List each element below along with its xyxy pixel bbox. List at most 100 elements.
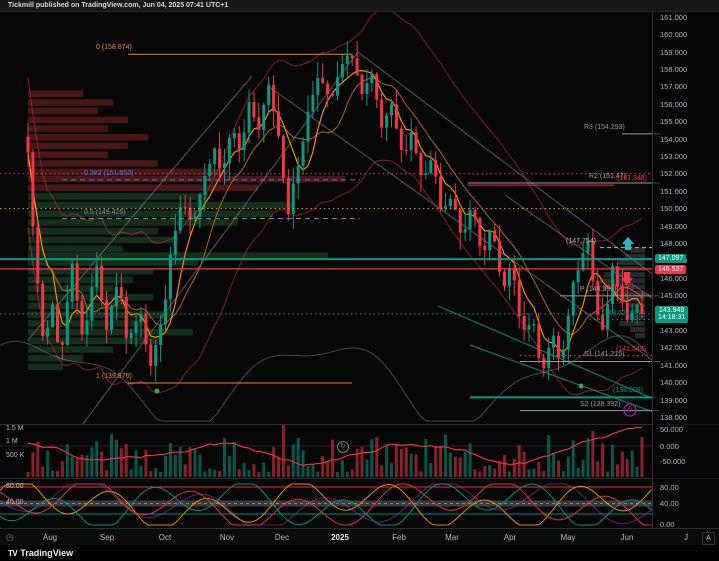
volume-bar (144, 450, 148, 477)
alert-up-arrow-icon (622, 237, 634, 250)
level-price-badge: 147.097 (655, 254, 687, 264)
volume-axis-tick: 0.000 (660, 442, 679, 451)
refresh-marker-icon[interactable] (337, 441, 349, 453)
time-axis-label: Nov (219, 533, 235, 542)
volume-bar (306, 466, 310, 477)
oscillator-line (0, 483, 652, 526)
volume-bar (41, 466, 45, 477)
trendline (82, 51, 359, 424)
volume-bar (537, 461, 541, 477)
volume-profile-bar (28, 311, 173, 318)
candle-body (267, 84, 271, 105)
price-tick: 142.000 (660, 343, 688, 353)
candle-body (55, 304, 59, 343)
candle-body (80, 300, 84, 335)
volume-bar (380, 465, 384, 477)
tradingview-logo-text[interactable]: TradingView (20, 548, 74, 558)
time-axis[interactable]: ◷ A Aug Sep Oct Nov Dec 2025 Feb Mar Apr May Jun J (0, 528, 719, 545)
volume-bar (188, 447, 192, 477)
candle-body (218, 148, 222, 169)
volume-profile-bar (28, 151, 108, 158)
volume-bar (586, 437, 590, 477)
candle-body (105, 300, 109, 330)
volume-bar (370, 439, 374, 477)
volume-bar (272, 446, 276, 477)
price-tick: 157.000 (660, 82, 688, 92)
candle-body (65, 301, 69, 345)
candle-body (380, 99, 384, 128)
candle-body (124, 296, 128, 338)
candle-body (640, 304, 644, 314)
candle-body (291, 183, 295, 215)
volume-profile-bar (28, 328, 193, 336)
time-axis-label: Dec (274, 533, 290, 542)
candle-body (90, 287, 94, 321)
volume-profile-bar (28, 160, 158, 167)
candle-body (306, 111, 310, 142)
candle-body (168, 254, 172, 300)
volume-bar (257, 471, 261, 477)
volume-profile-bar (28, 337, 158, 345)
volume-bar (532, 468, 536, 477)
candle-body (419, 153, 423, 175)
candle-body (439, 176, 443, 209)
candle-body (507, 269, 511, 286)
candle-body (75, 263, 79, 301)
volume-bar (183, 464, 187, 477)
volume-bar (281, 425, 285, 477)
volume-bar (213, 469, 217, 477)
candle-body (468, 210, 472, 230)
candle-body (41, 283, 45, 337)
volume-profile-bar (28, 268, 153, 275)
price-tick: 161.000 (660, 12, 688, 22)
volume-bar (468, 443, 472, 477)
volume-bar (119, 448, 123, 477)
volume-bar (512, 458, 516, 477)
candle-body (213, 148, 217, 164)
volume-bar (335, 471, 339, 477)
volume-bar (321, 456, 325, 477)
volume-bar (345, 471, 349, 477)
tradingview-logo-icon[interactable]: TV (8, 548, 18, 558)
price-tick: 138.000 (660, 412, 688, 422)
time-axis-label: Aug (42, 533, 58, 542)
volume-bar (434, 446, 438, 477)
price-tick: 146.000 (660, 273, 688, 283)
auto-scale-button[interactable]: A (702, 532, 715, 545)
candle-body (350, 55, 354, 59)
event-circle-icon[interactable] (623, 403, 637, 417)
volume-bar (301, 450, 305, 477)
candle-body (70, 263, 74, 302)
level-price-badge: 146.537 (655, 264, 687, 274)
time-axis-label: Jun (620, 533, 634, 542)
trendline (357, 51, 652, 275)
candle-body (591, 241, 595, 281)
last-price-badge-line: 14:18:31 (658, 314, 686, 322)
volume-bar (365, 459, 369, 477)
volume-bar (522, 451, 526, 477)
clock-icon[interactable]: ◷ (6, 532, 14, 542)
volume-bar (576, 467, 580, 477)
volume-pane[interactable] (0, 419, 652, 477)
price-axis[interactable]: 161.000 160.000 159.000 158.000 157.000 156.0… (652, 12, 719, 529)
volume-bar (360, 446, 364, 477)
volume-bar (389, 463, 393, 477)
candle-body (556, 335, 560, 358)
candle-body (139, 313, 143, 322)
volume-profile-bar (619, 320, 645, 326)
volume-bar (556, 460, 560, 477)
oscillator-pane[interactable] (0, 483, 652, 526)
volume-bar (51, 470, 55, 477)
candle-body (335, 77, 339, 96)
candle-body (370, 73, 374, 84)
candle-body (134, 321, 138, 333)
candle-body (46, 327, 50, 337)
volume-bar (463, 451, 467, 477)
volume-profile-bar (28, 116, 128, 124)
volume-bar (542, 470, 546, 477)
volume-bar (620, 451, 624, 477)
volume-bar (277, 457, 281, 477)
main-pane (0, 12, 652, 424)
volume-profile-bar (631, 247, 645, 253)
